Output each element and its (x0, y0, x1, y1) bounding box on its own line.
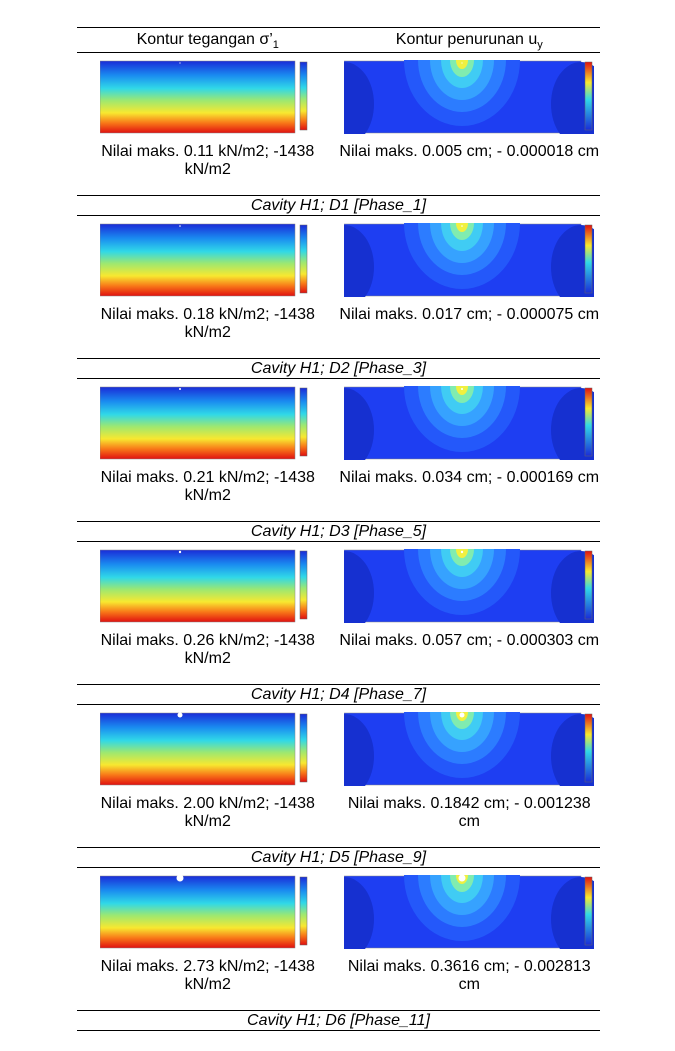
contour-table: Kontur tegangan σ’1 Kontur penurunan uy … (77, 27, 600, 1031)
image-cell (77, 868, 339, 957)
value-row: Nilai maks. 0.26 kN/m2; -1438 kN/m2 Nila… (77, 630, 600, 685)
stress-contour (100, 386, 315, 460)
caption-row: Cavity H1; D3 [Phase_5] (77, 521, 600, 542)
settlement-contour (344, 549, 594, 623)
settlement-contour (344, 386, 594, 460)
caption-row: Cavity H1; D1 [Phase_1] (77, 195, 600, 216)
value-row: Nilai maks. 0.21 kN/m2; -1438 kN/m2 Nila… (77, 467, 600, 522)
value-row: Nilai maks. 0.11 kN/m2; -1438 kN/m2 Nila… (77, 141, 600, 196)
image-cell (77, 53, 339, 142)
settlement-contour (344, 60, 594, 134)
header-cell: Kontur penurunan uy (338, 27, 600, 53)
image-cell (77, 705, 339, 794)
value-cell: Nilai maks. 0.21 kN/m2; -1438 kN/m2 (100, 469, 315, 504)
document: Kontur tegangan σ’1 Kontur penurunan uy … (77, 27, 600, 1031)
header-sub: y (537, 39, 543, 52)
value-cell: Nilai maks. 0.18 kN/m2; -1438 kN/m2 (100, 306, 315, 341)
image-cell (339, 379, 601, 468)
value-row: Nilai maks. 0.18 kN/m2; -1438 kN/m2 Nila… (77, 304, 600, 359)
caption: Cavity H1; D5 [Phase_9] (77, 847, 600, 868)
image-cell (339, 868, 601, 957)
value-cell: Nilai maks. 2.00 kN/m2; -1438 kN/m2 (100, 795, 315, 830)
stress-contour (100, 549, 315, 623)
image-cell (339, 216, 601, 305)
value-cell: Nilai maks. 0.034 cm; - 0.000169 cm (339, 469, 600, 486)
caption: Cavity H1; D6 [Phase_11] (77, 1010, 600, 1031)
settlement-contour (344, 712, 594, 786)
image-cell (339, 542, 601, 631)
caption-row: Cavity H1; D6 [Phase_11] (77, 1010, 600, 1031)
header-sub: 1 (272, 39, 279, 52)
settlement-contour (344, 223, 594, 297)
value-cell: Nilai maks. 0.11 kN/m2; -1438 kN/m2 (101, 143, 315, 178)
caption-row: Cavity H1; D2 [Phase_3] (77, 358, 600, 379)
header-cell: Kontur tegangan σ’1 (77, 27, 339, 53)
stress-contour (100, 60, 315, 134)
image-row (77, 216, 600, 305)
value-cell: Nilai maks. 0.017 cm; - 0.000075 cm (339, 306, 600, 323)
stress-contour (100, 875, 315, 949)
settlement-contour (344, 875, 594, 949)
image-cell (339, 705, 601, 794)
value-row: Nilai maks. 2.73 kN/m2; -1438 kN/m2 Nila… (77, 956, 600, 1011)
image-cell (339, 53, 601, 142)
caption-row: Cavity H1; D5 [Phase_9] (77, 847, 600, 868)
image-cell (77, 379, 339, 468)
value-row: Nilai maks. 2.00 kN/m2; -1438 kN/m2 Nila… (77, 793, 600, 848)
value-cell: Nilai maks. 2.73 kN/m2; -1438 kN/m2 (100, 958, 315, 993)
value-cell: Nilai maks. 0.1842 cm; - 0.001238 cm (347, 795, 591, 830)
stress-contour (100, 712, 315, 786)
image-row (77, 542, 600, 631)
image-row (77, 705, 600, 794)
value-cell: Nilai maks. 0.26 kN/m2; -1438 kN/m2 (100, 632, 315, 667)
caption-row: Cavity H1; D4 [Phase_7] (77, 684, 600, 705)
image-cell (77, 542, 339, 631)
header-text: Kontur tegangan σ’ (136, 31, 273, 48)
value-cell: Nilai maks. 0.057 cm; - 0.000303 cm (339, 632, 600, 649)
image-cell (77, 216, 339, 305)
header-text: Kontur penurunan u (395, 31, 538, 48)
stress-contour (100, 223, 315, 297)
image-row (77, 53, 600, 142)
caption: Cavity H1; D1 [Phase_1] (77, 195, 600, 216)
caption: Cavity H1; D4 [Phase_7] (77, 684, 600, 705)
image-row (77, 379, 600, 468)
value-cell: Nilai maks. 0.005 cm; - 0.000018 cm (339, 143, 600, 160)
caption: Cavity H1; D2 [Phase_3] (77, 358, 600, 379)
caption: Cavity H1; D3 [Phase_5] (77, 521, 600, 542)
image-row (77, 868, 600, 957)
header-row: Kontur tegangan σ’1 Kontur penurunan uy (77, 27, 600, 53)
value-cell: Nilai maks. 0.3616 cm; - 0.002813 cm (347, 958, 591, 993)
